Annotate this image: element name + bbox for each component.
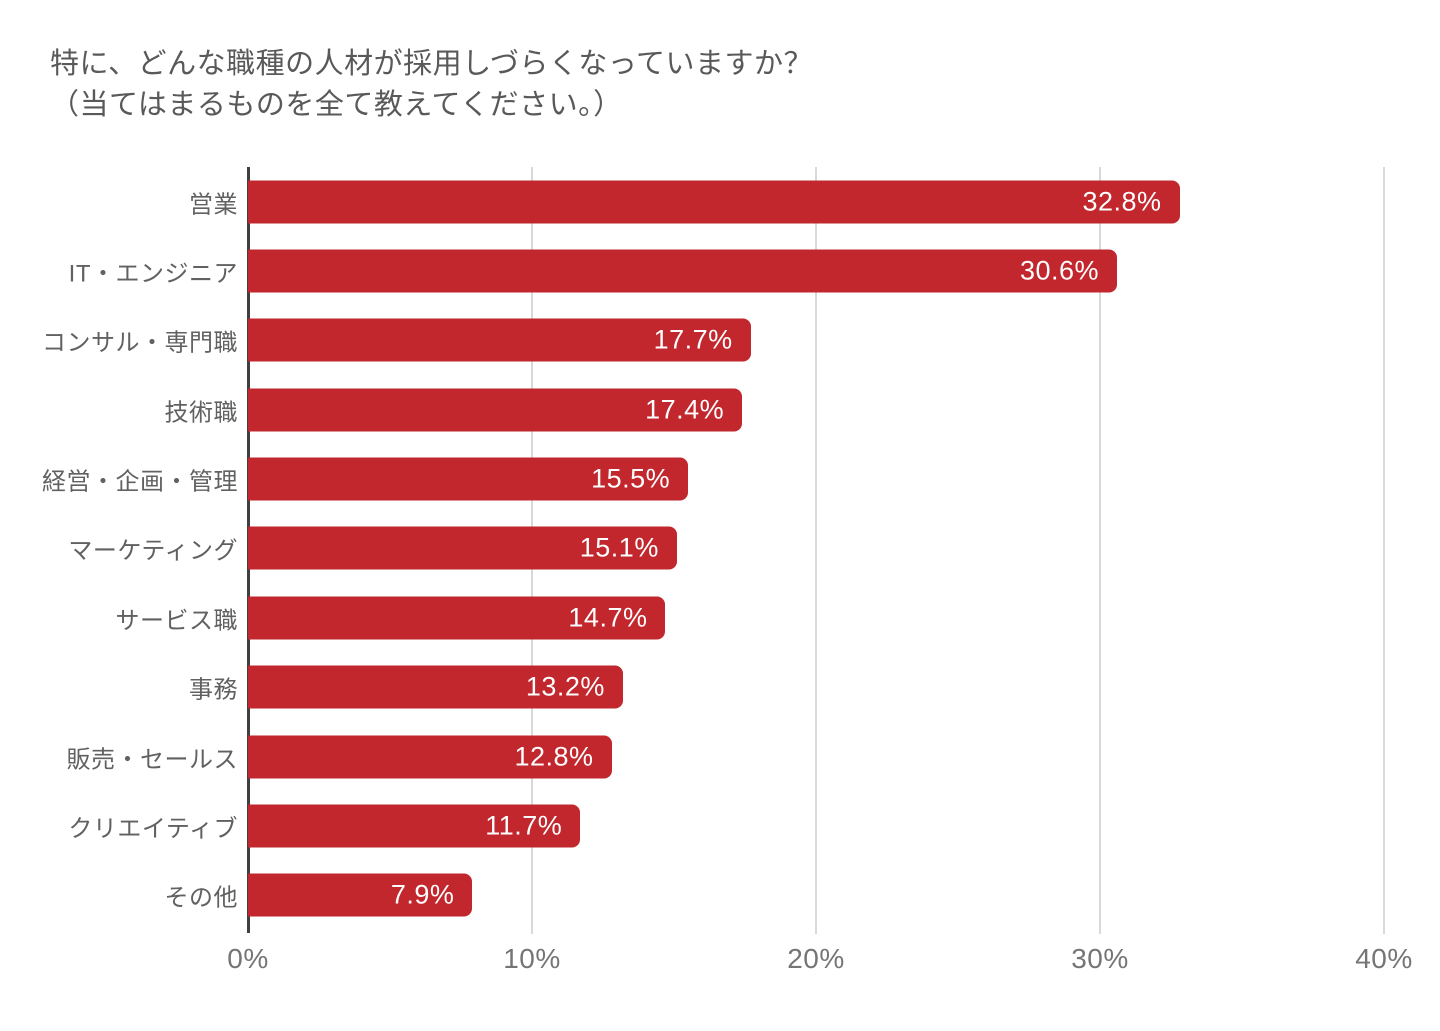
value-label: 15.1%: [579, 532, 659, 563]
value-label: 14.7%: [568, 602, 648, 633]
category-label: IT・エンジニア: [68, 260, 238, 288]
bar: 15.1%: [248, 526, 677, 570]
bar-rows: 営業 32.8% IT・エンジニア 30.6% コンサル・専門職 17.7% 技…: [42, 167, 1384, 930]
category-label: 事務: [189, 676, 238, 704]
bar-row: その他 7.9%: [165, 861, 1384, 930]
category-label: 技術職: [164, 399, 238, 427]
bar: 32.8%: [248, 180, 1180, 224]
page-title-line2: （当てはまるものを全て教えてください。）: [50, 89, 623, 121]
value-label: 12.8%: [514, 741, 594, 772]
category-label: 経営・企画・管理: [42, 468, 238, 496]
value-label: 32.8%: [1082, 186, 1162, 217]
page-title-line1: 特に、どんな職種の人材が採用しづらくなっていますか？: [50, 48, 813, 80]
gridline-40pct: [1383, 167, 1385, 934]
plot-area: 営業 32.8% IT・エンジニア 30.6% コンサル・専門職 17.7% 技…: [42, 167, 1385, 934]
bar-row: 経営・企画・管理 15.5%: [42, 444, 1384, 513]
bar-row: 技術職 17.4%: [165, 375, 1384, 444]
value-label: 13.2%: [525, 671, 605, 702]
bar-row: クリエイティブ 11.7%: [68, 791, 1384, 860]
bar: 11.7%: [248, 804, 581, 848]
bar: 7.9%: [248, 873, 473, 917]
bar-row: サービス職 14.7%: [116, 583, 1384, 652]
bar: 12.8%: [248, 735, 612, 779]
value-label: 30.6%: [1019, 255, 1100, 286]
x-axis-tick-label: 0%: [227, 943, 269, 974]
bar-row: コンサル・専門職 17.7%: [42, 306, 1384, 375]
x-axis-tick-label: 10%: [503, 943, 561, 974]
category-label: 販売・セールス: [66, 746, 238, 774]
value-label: 17.4%: [645, 394, 725, 425]
bar: 17.7%: [248, 318, 751, 362]
value-label: 7.9%: [390, 879, 455, 910]
value-label: 17.7%: [653, 324, 733, 355]
category-label: クリエイティブ: [68, 815, 238, 843]
bar: 17.4%: [248, 388, 743, 432]
bar-row: IT・エンジニア 30.6%: [69, 236, 1384, 305]
bar: 15.5%: [248, 457, 689, 501]
category-label: その他: [164, 884, 238, 912]
x-axis-tick-label: 30%: [1071, 943, 1129, 974]
value-label: 15.5%: [591, 463, 671, 494]
gridline-30pct: [1099, 167, 1101, 934]
x-axis: 0% 10% 20% 30% 40%: [227, 943, 1412, 979]
page-title: 特に、どんな職種の人材が採用しづらくなっていますか？ （当てはまるものを全て教え…: [50, 44, 813, 126]
x-axis-tick-label: 20%: [787, 943, 845, 974]
bar: 30.6%: [248, 249, 1118, 293]
bar-row: マーケティング 15.1%: [68, 514, 1384, 583]
x-axis-tick-label: 40%: [1355, 943, 1413, 974]
category-label: 営業: [189, 191, 238, 219]
bar: 13.2%: [248, 665, 623, 709]
value-label: 11.7%: [485, 810, 563, 841]
category-label: マーケティング: [68, 537, 238, 565]
category-label: コンサル・専門職: [42, 329, 238, 357]
category-label: サービス職: [115, 607, 238, 635]
bar: 14.7%: [248, 596, 666, 640]
bar-row: 販売・セールス 12.8%: [67, 722, 1384, 791]
bar-row: 事務 13.2%: [189, 653, 1384, 722]
bar-row: 営業 32.8%: [189, 167, 1384, 236]
gridline-20pct: [815, 167, 817, 934]
